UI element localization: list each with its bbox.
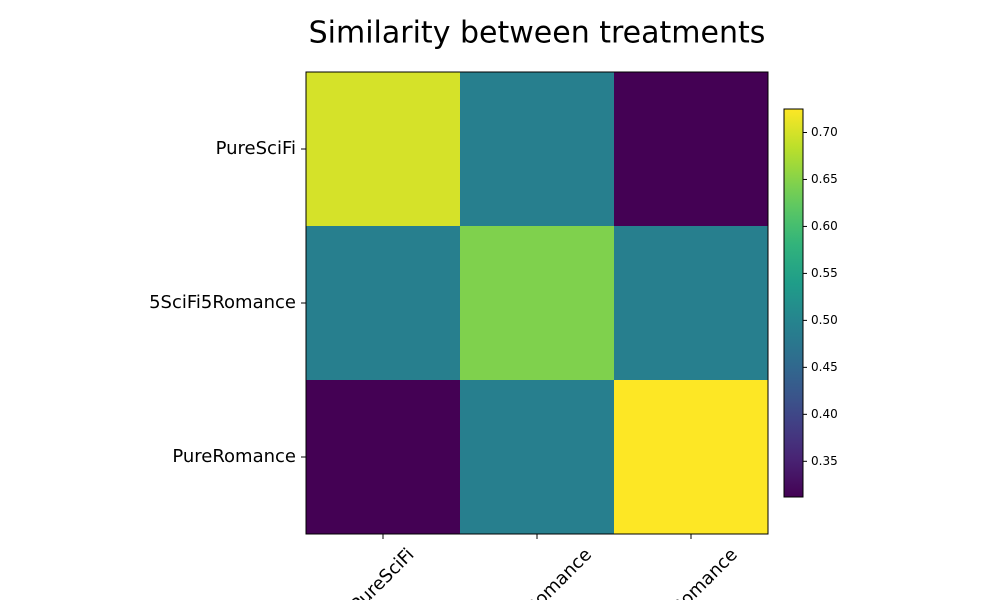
y-tick-label: 5SciFi5Romance [149,292,296,313]
heatmap-cell [460,380,615,535]
heatmap-cell [306,380,461,535]
colorbar-tick-label: 0.35 [811,454,838,468]
y-tick-label: PureSciFi [216,138,296,159]
colorbar [783,108,804,498]
heatmap-cell [306,72,461,227]
colorbar-tick-label: 0.65 [811,172,838,186]
heatmap-cell [306,226,461,381]
colorbar-tick-label: 0.55 [811,266,838,280]
heatmap-cell [460,226,615,381]
colorbar-tick-label: 0.70 [811,125,838,139]
colorbar-tick-label: 0.45 [811,360,838,374]
x-tick-label: PureRomance [639,544,741,600]
heatmap-cell [614,72,769,227]
colorbar-tick-label: 0.50 [811,313,838,327]
y-tick-label: PureRomance [172,446,296,467]
x-tick-label: 5SciFi5Romance [477,544,596,600]
heatmap-cell [460,72,615,227]
heatmap-cell [614,226,769,381]
x-tick-label: PureSciFi [347,544,419,600]
heatmap-cell [614,380,769,535]
chart-title: Similarity between treatments [309,16,766,51]
colorbar-tick-label: 0.40 [811,407,838,421]
colorbar-tick-label: 0.60 [811,219,838,233]
